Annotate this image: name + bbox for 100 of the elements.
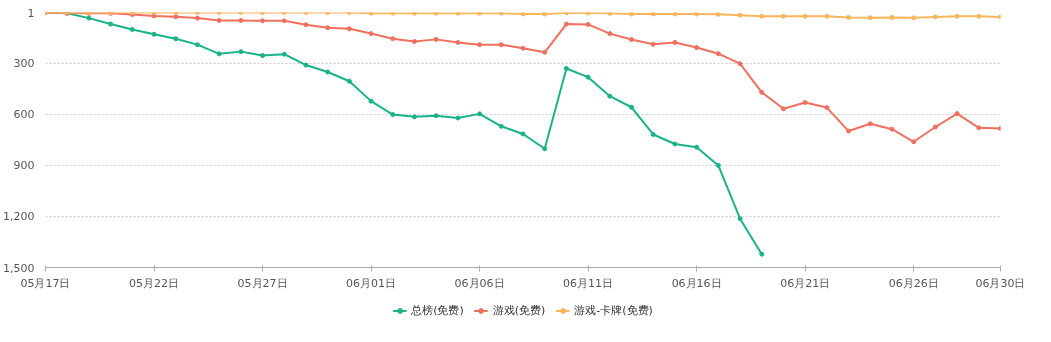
y-tick-label: 300: [13, 57, 35, 71]
point: [780, 13, 786, 19]
point: [954, 13, 960, 19]
point: [563, 21, 569, 27]
point: [867, 121, 873, 127]
point: [477, 111, 483, 117]
point: [498, 12, 504, 16]
point: [780, 106, 786, 112]
point: [151, 31, 157, 37]
point: [455, 12, 461, 16]
point: [672, 12, 678, 17]
point: [629, 12, 635, 17]
point: [498, 123, 504, 129]
point: [650, 12, 656, 17]
point: [759, 89, 765, 95]
point: [216, 51, 222, 57]
point: [824, 13, 830, 19]
point: [520, 45, 526, 51]
point: [715, 12, 721, 17]
point: [325, 69, 331, 75]
point: [824, 105, 830, 111]
point: [325, 25, 331, 31]
point: [672, 39, 678, 45]
point: [520, 131, 526, 137]
x-tick-label: 06月11日: [563, 276, 614, 290]
point: [694, 12, 700, 17]
y-tick-label: 900: [13, 159, 35, 173]
x-tick-label: 05月17日: [20, 276, 71, 290]
point: [737, 12, 743, 18]
point: [759, 251, 765, 257]
point: [932, 14, 938, 20]
point: [194, 42, 200, 48]
point: [238, 49, 244, 55]
point: [303, 22, 309, 28]
y-tick-label: 1: [27, 6, 35, 20]
legend-label: 游戏(免费): [492, 302, 546, 318]
point: [715, 162, 721, 168]
point: [281, 51, 287, 57]
point: [433, 12, 439, 16]
point: [954, 111, 960, 117]
point: [390, 12, 396, 16]
point: [368, 98, 374, 104]
x-tick-label: 06月01日: [346, 276, 397, 290]
point: [411, 12, 417, 16]
point: [976, 125, 982, 131]
point: [802, 13, 808, 19]
y-tick-label: 600: [13, 108, 35, 122]
point: [585, 12, 591, 16]
point: [86, 15, 92, 21]
point: [411, 114, 417, 120]
point: [477, 42, 483, 48]
point: [607, 93, 613, 99]
y-tick-label: 1,200: [3, 210, 35, 224]
point: [650, 41, 656, 47]
point: [173, 36, 179, 42]
point: [585, 74, 591, 80]
x-tick-label: 06月21日: [780, 276, 831, 290]
point: [846, 128, 852, 134]
point: [650, 131, 656, 137]
point: [629, 104, 635, 110]
point: [867, 15, 873, 21]
x-tick-label: 06月30日: [975, 276, 1026, 290]
point: [390, 36, 396, 42]
point: [542, 49, 548, 55]
y-tick-label: 1,500: [3, 261, 35, 275]
point: [260, 18, 266, 24]
x-tick-label: 06月26日: [888, 276, 939, 290]
point: [216, 18, 222, 23]
point: [108, 21, 114, 27]
point: [911, 15, 917, 21]
point: [455, 39, 461, 45]
point: [368, 31, 374, 37]
point: [737, 216, 743, 222]
point: [260, 53, 266, 59]
point: [846, 14, 852, 20]
point: [411, 39, 417, 45]
x-tick-label: 06月16日: [671, 276, 722, 290]
point: [607, 12, 613, 16]
point: [694, 45, 700, 51]
point: [563, 65, 569, 71]
point: [238, 18, 244, 23]
point: [346, 78, 352, 84]
point: [759, 13, 765, 19]
point: [802, 99, 808, 105]
point: [889, 14, 895, 20]
point: [694, 144, 700, 150]
point: [520, 12, 526, 17]
point: [976, 13, 982, 19]
x-tick-label: 05月27日: [237, 276, 288, 290]
legend-label: 总榜(免费): [411, 302, 464, 318]
point: [629, 37, 635, 43]
point: [542, 146, 548, 152]
point: [477, 12, 483, 16]
x-tick-label: 06月06日: [454, 276, 505, 290]
point: [563, 12, 569, 16]
point: [433, 113, 439, 119]
point: [498, 42, 504, 48]
point: [281, 18, 287, 24]
point: [194, 15, 200, 21]
point: [889, 126, 895, 132]
